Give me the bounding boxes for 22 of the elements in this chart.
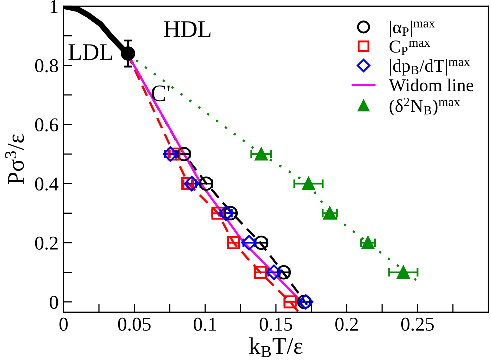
x-tick-label: 0.2 — [336, 318, 358, 332]
x-axis-title: k$_{B}$T/ε — [249, 338, 303, 358]
y-tick-label: 0.2 — [35, 236, 58, 250]
annotation: C' — [152, 86, 170, 102]
y-tick-label: 0.8 — [35, 59, 58, 73]
x-tick-label: 0 — [60, 318, 68, 332]
y-tick-label: 0.6 — [35, 118, 58, 132]
annotation: HDL — [164, 22, 211, 38]
legend-label: |dp$_{B}$/dT|$^{max}$ — [390, 59, 470, 76]
legend-label: (δ$^{2}$N$_{B}$)$^{max}$ — [390, 98, 460, 116]
y-tick-label: 0.4 — [35, 178, 59, 191]
x-tick-label: 0.1 — [194, 318, 216, 332]
x-tick-label: 0.15 — [260, 318, 292, 332]
y-tick-label: 1 — [50, 0, 58, 14]
x-tick-label: 0.25 — [401, 318, 434, 332]
legend-label: Widom line — [389, 78, 474, 92]
legend-label: C$_{P}$$^{max}$ — [390, 40, 430, 56]
y-axis-title: Pσ$^{3}$/ε — [5, 134, 24, 185]
annotation: LDL — [68, 44, 113, 60]
legend-label: |α$_{P}$|$^{max}$ — [390, 20, 436, 38]
y-tick-label: 0 — [50, 296, 58, 310]
x-tick-label: 0.05 — [118, 318, 151, 332]
